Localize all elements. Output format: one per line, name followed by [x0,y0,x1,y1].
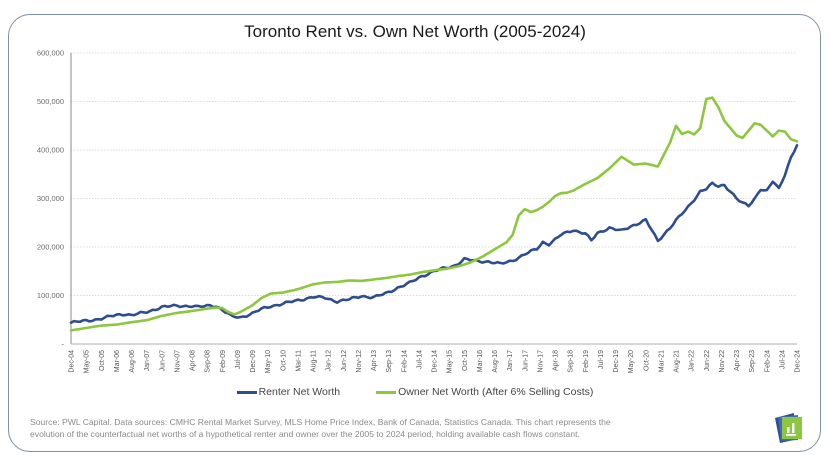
x-tick-label: Nov-07 [174,350,181,373]
x-tick-label: Jun-17 [522,350,529,372]
x-tick-label: Nov-22 [719,350,726,373]
legend-swatch-renter [236,390,257,394]
x-tick-label: May-15 [447,350,454,373]
x-tick-label: Apr-23 [734,350,741,371]
x-tick-label: Apr-18 [553,350,560,371]
x-tick-label: Feb-24 [764,350,771,372]
x-tick-label: Feb-09 [220,350,227,372]
x-tick-label: Jul-14 [416,350,423,369]
x-tick-label: Dec-14 [432,350,439,373]
y-tick-label: 300,000 [37,194,64,203]
x-tick-label: Feb-14 [401,350,408,372]
x-tick-label: Sep-08 [205,350,212,373]
x-tick-label: Jan-17 [507,350,514,372]
footnote-line-1: Source: PWL Capital. Data sources: CMHC … [30,417,611,427]
y-tick-label: 400,000 [37,146,64,155]
x-tick-label: Mar-06 [114,350,121,372]
x-tick-label: Sep-13 [386,350,393,373]
source-footnote: Source: PWL Capital. Data sources: CMHC … [30,416,720,440]
y-tick-label: 200,000 [37,243,64,252]
x-tick-label: May-05 [84,350,91,373]
x-tick-label: Aug-11 [311,350,318,372]
x-tick-label: Sep-23 [749,350,756,373]
series-lines [69,96,799,332]
owner-net-worth-line [69,96,799,332]
x-tick-label: Mar-11 [295,350,302,372]
footnote-line-2: evolution of the counterfactual net wort… [30,429,580,439]
x-tick-label: Apr-13 [371,350,378,371]
x-tick-label: Oct-10 [280,350,287,371]
x-tick-label: Aug-21 [674,350,681,373]
x-tick-label: Jan-22 [689,350,696,372]
y-tick-label: 600,000 [37,49,64,58]
x-tick-label: Jun-07 [159,350,166,372]
legend-swatch-owner [376,390,397,394]
x-tick-label: May-10 [265,350,272,373]
legend-item-renter: Renter Net Worth [236,386,341,398]
x-tick-label: Jul-24 [779,350,786,369]
x-tick-label: Nov-17 [537,350,544,373]
x-tick-label: Apr-08 [190,350,197,371]
x-tick-label: Jun-12 [341,350,348,372]
x-tick-label: Dec-19 [613,350,620,373]
legend-item-owner: Owner Net Worth (After 6% Selling Costs) [376,386,593,398]
x-tick-label: Oct-20 [643,350,650,371]
y-tick-label: - [62,340,65,349]
x-tick-label: Jan-12 [326,350,333,372]
x-tick-label: Dec-24 [795,350,802,373]
x-tick-label: Aug-16 [492,350,499,373]
chart-card [8,14,821,452]
x-tick-label: Jan-07 [144,350,151,372]
x-tick-label: Jul-09 [235,350,242,369]
x-tick-label: May-20 [628,350,635,373]
x-tick-label: Mar-21 [658,350,665,372]
x-tick-label: Feb-19 [583,350,590,372]
x-tick-label: Mar-16 [477,350,484,372]
chart-title: Toronto Rent vs. Own Net Worth (2005-202… [244,22,586,41]
y-axis-ticks: - 100,000 200,000 300,000 400,000 500,000 600,… [37,49,65,349]
renter-net-worth-line [69,144,799,325]
x-tick-label: Oct-15 [462,350,469,371]
x-tick-label: Jul-19 [598,350,605,369]
x-tick-label: Dec-09 [250,350,257,373]
legend-label-renter: Renter Net Worth [258,386,341,398]
gridlines [71,52,797,296]
x-tick-label: Nov-12 [356,350,363,373]
x-tick-label: Jun-22 [704,350,711,372]
legend-label-owner: Owner Net Worth (After 6% Selling Costs) [398,386,594,398]
bar-chart-logo-icon [775,413,802,443]
x-axis-ticks: Dec-04 May-05 Oct-05 Mar-06 Aug-06 Jan-07 Jun-… [69,350,802,373]
x-tick-label: Aug-06 [129,350,136,373]
x-tick-label: Sep-18 [568,350,575,373]
x-tick-label: Dec-04 [69,350,76,373]
legend: Renter Net Worth Owner Net Worth (After … [0,386,830,398]
y-tick-label: 500,000 [37,97,64,106]
x-tick-label: Oct-05 [99,350,106,371]
y-tick-label: 100,000 [37,291,64,300]
